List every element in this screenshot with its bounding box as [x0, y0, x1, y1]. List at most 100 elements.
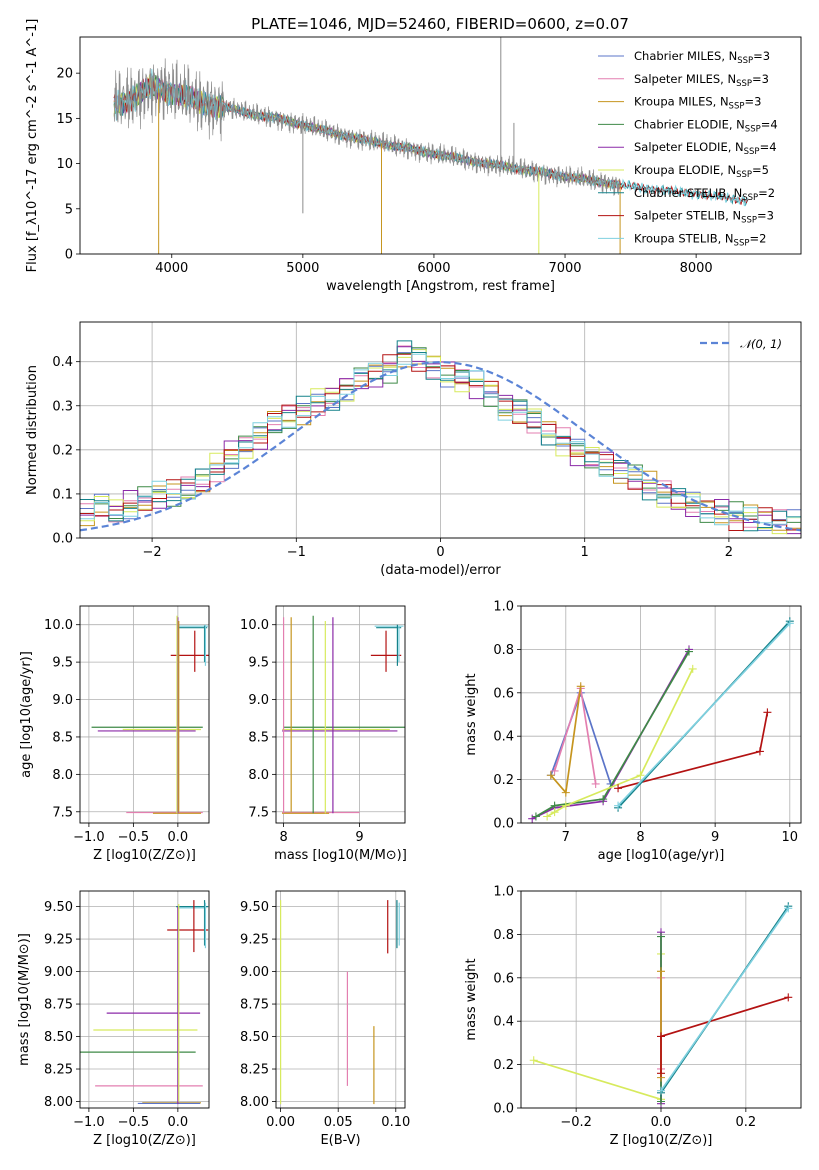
axes: 4000 5000 6000 7000 8000 0 5 10 15 20 wavelength […	[25, 19, 802, 294]
axes: −1.0 −0.5 0.0 7.5 8.0 8.5 9.0 9.5 10.0 Z [log10(Z…	[19, 605, 210, 863]
x-axis-label: Z [log10(Z/Z⊙)]	[610, 1133, 713, 1148]
weight-line	[533, 953, 662, 1101]
y-tick-label: 8.0	[52, 768, 73, 783]
y-tick-label: 7.5	[52, 805, 73, 820]
legend-text: Kroupa STELIB, N	[634, 231, 734, 245]
plot-area	[280, 900, 400, 1105]
y-tick-label: 5	[65, 202, 73, 217]
weight-marker	[550, 766, 559, 775]
y-tick-label: 7.5	[248, 805, 269, 820]
x-tick-label: 4000	[155, 261, 188, 276]
weight-marker	[599, 795, 608, 804]
legend-text: Chabrier STELIB, N	[634, 186, 742, 200]
z-weight-panel: −0.2 0.0 0.2 0.0 0.2 0.4 0.6 0.8 1.0 Z [log10(Z/Z…	[464, 885, 802, 1148]
x-axis-label: mass [log10(M/M⊙)]	[274, 848, 407, 863]
weight-line	[535, 651, 690, 818]
y-axis-label: Flux [f_λ10^-17 erg cm^-2 s^-1 A^-1]	[25, 19, 40, 273]
y-tick-label: 0.8	[493, 643, 514, 658]
x-tick-label: 10	[782, 830, 799, 845]
x-tick-label: 1	[581, 545, 589, 560]
plot-area	[80, 900, 209, 1105]
y-tick-label: 0.0	[52, 532, 73, 547]
legend-sub: SSP	[729, 102, 745, 112]
y-tick-label: 8.25	[240, 1063, 269, 1078]
weight-marker	[784, 904, 793, 913]
x-axis-label: Z [log10(Z/Z⊙)]	[93, 1133, 196, 1148]
x-tick-label: 9	[355, 830, 363, 845]
plot-area	[91, 615, 209, 814]
weight-line	[660, 907, 789, 1092]
y-tick-label: 8.50	[240, 1030, 269, 1045]
legend-sub: SSP	[737, 56, 753, 66]
y-axis-label: Normed distribution	[25, 365, 40, 495]
x-tick-label: −1.0	[73, 1115, 105, 1130]
gaussian-curve	[80, 360, 801, 532]
y-tick-label: 9.5	[248, 656, 269, 671]
weight-marker	[657, 1032, 665, 1041]
x-tick-label: −0.5	[118, 1115, 150, 1130]
legend-sub: SSP	[745, 124, 761, 134]
grid-lines	[276, 891, 405, 1108]
axes-frame	[275, 890, 406, 1109]
y-tick-label: 0.0	[493, 1102, 514, 1117]
weight-marker	[561, 788, 570, 797]
y-tick-label: 9.0	[52, 693, 73, 708]
y-tick-label: 10	[56, 157, 73, 172]
legend-entry: Chabrier MILES, NSSP=3	[634, 49, 770, 66]
legend-text: =4	[760, 140, 777, 154]
weight-marker	[550, 808, 559, 817]
legend-entry: Salpeter STELIB, NSSP=3	[634, 209, 774, 226]
axes: −0.2 0.0 0.2 0.0 0.2 0.4 0.6 0.8 1.0 Z [log10(Z/Z…	[464, 885, 802, 1148]
weight-marker	[755, 747, 764, 756]
grid-lines	[80, 606, 209, 823]
y-tick-label: 8.75	[44, 998, 73, 1013]
axes-frame	[520, 605, 802, 824]
axes-frame	[79, 321, 802, 539]
x-axis-label: age [log10(age/yr)]	[598, 848, 725, 863]
y-tick-label: 0.4	[493, 1015, 514, 1030]
y-tick-label: 0	[65, 248, 73, 263]
y-tick-label: 0.4	[52, 355, 73, 370]
x-tick-label: −1	[287, 545, 306, 560]
ebv-mass-panel: 0.00 0.05 0.10 8.00 8.25 8.50 8.75 9.00 9.25 9.50…	[240, 890, 410, 1148]
legend-text: =4	[761, 117, 778, 131]
x-tick-label: 8	[279, 830, 287, 845]
x-axis-label: wavelength [Angstrom, rest frame]	[326, 279, 555, 294]
figure-title: PLATE=1046, MJD=52460, FIBERID=0600, z=0…	[251, 15, 629, 33]
legend-text: Kroupa ELODIE, N	[634, 163, 736, 177]
legend-text: Kroupa MILES, N	[634, 95, 729, 109]
legend-entry: Salpeter ELODIE, NSSP=4	[634, 140, 777, 157]
weight-marker	[657, 932, 665, 941]
x-tick-label: 0.00	[266, 1115, 295, 1130]
x-tick-label: 7000	[548, 261, 581, 276]
legend-text: Chabrier MILES, N	[634, 49, 737, 63]
y-tick-label: 9.25	[44, 933, 73, 948]
legend-entry: Kroupa STELIB, NSSP=2	[634, 231, 766, 248]
x-tick-label: 0.0	[168, 1115, 189, 1130]
y-tick-label: 9.25	[240, 933, 269, 948]
weight-marker	[529, 1056, 538, 1065]
legend-text: =3	[744, 95, 761, 109]
weight-marker	[636, 771, 645, 780]
y-tick-label: 0.2	[493, 1058, 514, 1073]
x-tick-label: 0.2	[736, 1115, 757, 1130]
y-tick-label: 20	[56, 67, 73, 82]
legend-entry: Kroupa MILES, NSSP=3	[634, 95, 761, 112]
weight-line	[531, 648, 690, 820]
legend-text: Salpeter ELODIE, N	[634, 140, 744, 154]
y-tick-label: 9.5	[52, 656, 73, 671]
plot-area	[529, 902, 793, 1108]
x-tick-label: 7	[562, 830, 570, 845]
legend-text: Salpeter STELIB, N	[634, 209, 741, 223]
weight-marker	[614, 801, 623, 810]
legend-text: Salpeter MILES, N	[634, 72, 736, 86]
axes: 7 8 9 10 0.0 0.2 0.4 0.6 0.8 1.0 age [log10(age/yr…	[464, 600, 802, 863]
weight-marker	[784, 993, 793, 1002]
weight-marker	[685, 647, 693, 656]
legend-text: =3	[752, 72, 769, 86]
y-axis-label: mass weight	[464, 958, 479, 1040]
y-tick-label: 0.6	[493, 686, 514, 701]
legend-entry: Chabrier ELODIE, NSSP=4	[634, 117, 778, 134]
weight-marker	[591, 779, 600, 788]
